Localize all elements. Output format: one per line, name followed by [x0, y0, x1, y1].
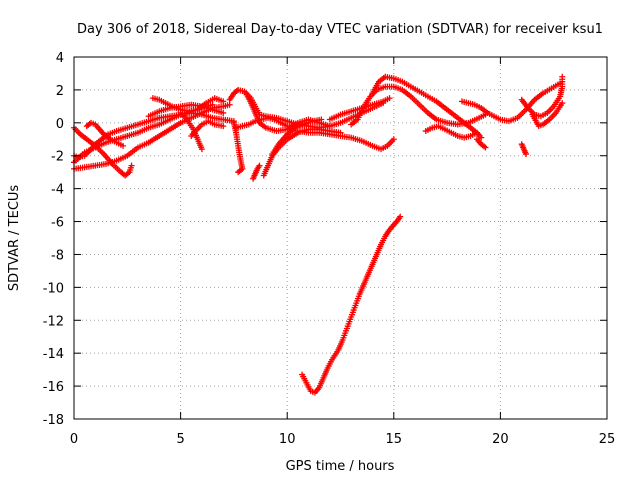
data-point [220, 109, 227, 116]
data-point [256, 162, 263, 169]
series-arc-18 [326, 95, 393, 123]
y-tick-label: -12 [43, 314, 64, 329]
grid [74, 57, 607, 419]
series-arc-27 [299, 213, 404, 396]
y-tick-label: -18 [43, 413, 64, 428]
series-arc-14 [250, 162, 263, 182]
data-point [390, 136, 397, 143]
data-point [559, 73, 566, 80]
data-point [482, 144, 489, 151]
series-arc-16 [269, 116, 325, 158]
series-arc-22 [473, 136, 489, 151]
data-point [198, 146, 205, 153]
axis-ticks: 420-2-4-6-8-10-12-14-16-180 5 10 15 20 25 [43, 51, 616, 447]
series-arc-25 [518, 141, 529, 158]
data-point [120, 142, 127, 149]
y-tick-label: 0 [56, 117, 64, 132]
x-tick-label: 20 [492, 432, 509, 447]
y-tick-label: 4 [56, 51, 64, 66]
data-point [235, 169, 242, 176]
data-marks [71, 73, 566, 396]
y-axis-title: SDTVAR / TECUs [7, 185, 22, 292]
y-tick-label: -14 [43, 347, 64, 362]
data-point [397, 213, 404, 220]
data-point [128, 162, 135, 169]
series-arc-19 [348, 83, 489, 128]
x-tick-label: 0 [70, 432, 78, 447]
x-tick-label: 10 [279, 432, 296, 447]
data-point [522, 151, 529, 158]
y-tick-label: -10 [43, 281, 64, 296]
x-axis-title: GPS time / hours [286, 459, 395, 474]
x-tick-label: 25 [599, 432, 616, 447]
y-tick-label: 2 [56, 84, 64, 99]
series-arc-26 [529, 100, 566, 130]
series-arc-07 [149, 95, 227, 115]
series-arc-21 [422, 123, 480, 141]
series-arc-05 [71, 109, 237, 161]
y-tick-label: -2 [51, 150, 64, 165]
data-point [318, 116, 325, 123]
series-arc-01 [71, 101, 233, 172]
chart-title: Day 306 of 2018, Sidereal Day-to-day VTE… [77, 22, 603, 37]
x-tick-label: 15 [386, 432, 403, 447]
data-point [386, 95, 393, 102]
series-arc-17 [294, 128, 397, 153]
data-point [220, 123, 227, 130]
series-arc-13 [243, 91, 333, 135]
data-point [559, 100, 566, 107]
data-point [478, 134, 485, 141]
series-arc-09 [188, 118, 227, 139]
data-point [473, 129, 480, 136]
plot-frame [73, 56, 608, 420]
y-tick-label: -8 [51, 248, 64, 263]
y-tick-label: -6 [51, 216, 64, 231]
y-tick-label: -16 [43, 380, 64, 395]
y-tick-label: -4 [51, 183, 64, 198]
data-point [220, 98, 227, 105]
x-tick-label: 5 [176, 432, 184, 447]
